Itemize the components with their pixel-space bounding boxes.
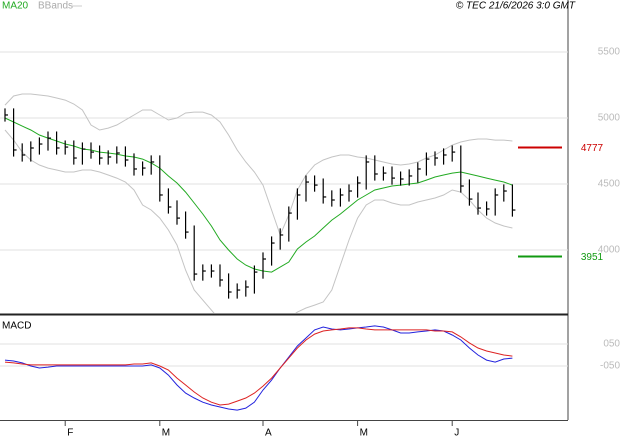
ma-line xyxy=(4,117,513,273)
bband-upper xyxy=(4,93,513,237)
axes: 4000 4500 5000 5500 4777 3951 050 -050 F M A M J xyxy=(64,47,621,439)
price-panel xyxy=(0,51,568,313)
copyright: © TEC 21/6/2026 3:0 GMT xyxy=(456,1,576,12)
y-tick-label: 4000 xyxy=(598,245,621,256)
x-tick-label: F xyxy=(67,428,73,439)
y-tick-label: 050 xyxy=(603,339,620,350)
price-marker-label: 3951 xyxy=(581,252,604,263)
macd-line xyxy=(4,327,513,406)
y-tick-label: 4500 xyxy=(598,179,621,190)
plot-area xyxy=(0,0,568,420)
x-tick-label: M xyxy=(162,428,170,439)
x-tick-label: A xyxy=(265,428,272,439)
y-tick-label: -050 xyxy=(600,361,620,372)
bband-lower xyxy=(4,129,513,313)
macd-title: MACD xyxy=(2,321,31,332)
legend-entry: BBands xyxy=(38,1,73,12)
legend-entry: MA20 xyxy=(2,1,29,12)
price-marker-label: 4777 xyxy=(581,143,604,154)
y-tick-label: 5500 xyxy=(598,47,621,58)
macd-panel xyxy=(0,325,568,411)
x-tick-label: J xyxy=(454,428,459,439)
x-tick-label: M xyxy=(360,428,368,439)
y-tick-label: 5000 xyxy=(598,113,621,124)
macd-line xyxy=(4,325,513,411)
